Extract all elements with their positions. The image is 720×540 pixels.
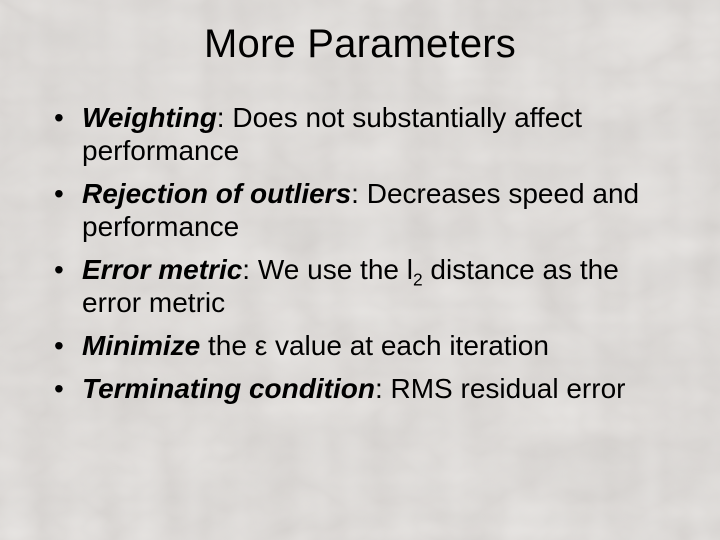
- bullet-lead: Rejection of outliers: [82, 178, 351, 209]
- bullet-item: Error metric: We use the l2 distance as …: [54, 253, 680, 319]
- bullet-rest: the ε value at each iteration: [208, 330, 549, 361]
- bullet-list: Weighting: Does not substantially affect…: [40, 101, 680, 405]
- bullet-sep: :: [242, 254, 258, 285]
- bullet-item: Terminating condition: RMS residual erro…: [54, 372, 680, 405]
- bullet-item: Minimize the ε value at each iteration: [54, 329, 680, 362]
- bullet-sep: :: [217, 102, 233, 133]
- slide: More Parameters Weighting: Does not subs…: [0, 0, 720, 540]
- bullet-sep: :: [375, 373, 391, 404]
- bullet-lead: Minimize: [82, 330, 200, 361]
- bullet-item: Weighting: Does not substantially affect…: [54, 101, 680, 167]
- bullet-subscript: 2: [413, 270, 423, 290]
- bullet-sep: [200, 330, 208, 361]
- bullet-rest-pre: We use the l: [258, 254, 413, 285]
- bullet-sep: :: [351, 178, 367, 209]
- slide-content: More Parameters Weighting: Does not subs…: [0, 0, 720, 405]
- bullet-rest: RMS residual error: [391, 373, 626, 404]
- bullet-lead: Error metric: [82, 254, 242, 285]
- slide-title: More Parameters: [40, 22, 680, 67]
- bullet-item: Rejection of outliers: Decreases speed a…: [54, 177, 680, 243]
- bullet-lead: Terminating condition: [82, 373, 375, 404]
- bullet-lead: Weighting: [82, 102, 217, 133]
